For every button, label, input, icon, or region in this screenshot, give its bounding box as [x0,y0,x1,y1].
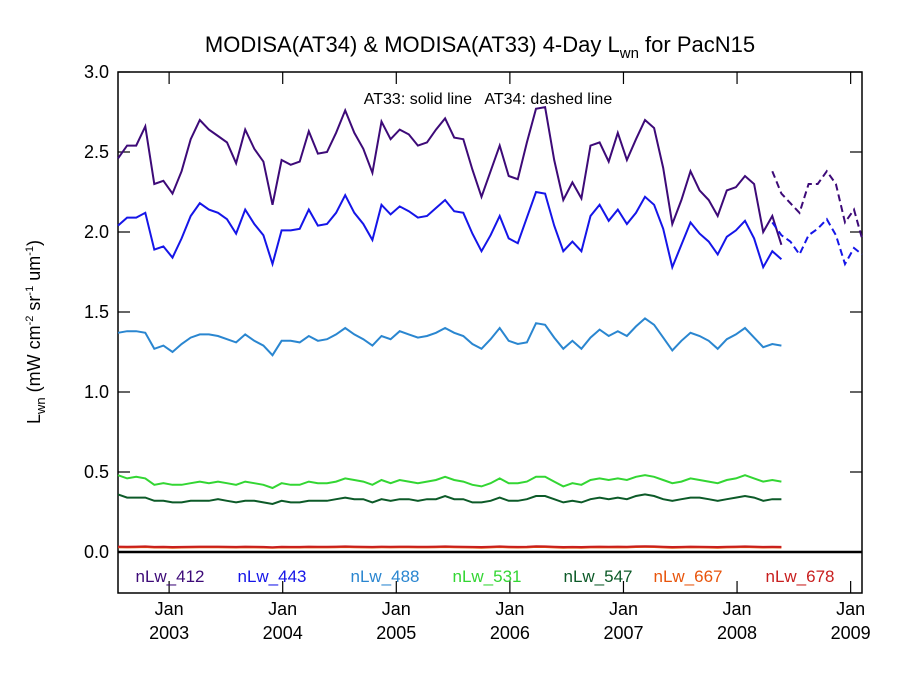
x-axis: Jan 2003 Jan 2004 Jan 2005 Jan 2006 Jan 2007 Jan 20… [149,72,871,643]
legend: nLw_412 nLw_443 nLw_488 nLw_531 nLw_547 nLw_6… [135,567,834,586]
y-tick-label: 1.0 [84,382,109,402]
x-tick-month: Jan [836,599,865,619]
x-tick-year: 2003 [149,623,189,643]
series-line-nLw_412-at34 [771,169,863,239]
series-line-nLw_443 [117,190,783,271]
legend-item-nLw_547: nLw_547 [563,567,632,586]
x-tick-year: 2008 [717,623,757,643]
x-tick-year: 2005 [376,623,416,643]
series-line-nLw_547 [117,493,782,506]
series-line-nLw_443-at34 [771,217,863,267]
title-subscript: wn [619,45,639,62]
y-axis: 0.0 0.5 1.0 1.5 2.0 2.5 3.0 [84,62,862,562]
chart-title: MODISA(AT34) & MODISA(AT33) 4-Day Lwn fo… [205,32,755,62]
title-tail: for PacN15 [639,32,755,57]
x-tick-year: 2009 [831,623,871,643]
legend-item-nLw_443: nLw_443 [237,567,306,586]
y-tick-label: 3.0 [84,62,109,82]
legend-item-nLw_667: nLw_667 [653,567,722,586]
plot-area [117,106,863,554]
y-tick-label: 0.5 [84,462,109,482]
legend-item-nLw_412: nLw_412 [135,567,204,586]
x-tick-year: 2004 [263,623,303,643]
line-style-annotation: AT33: solid line AT34: dashed line [364,91,613,108]
y-tick-label: 2.5 [84,142,109,162]
x-tick-year: 2006 [490,623,530,643]
legend-item-nLw_531: nLw_531 [452,567,521,586]
series-line-nLw_531 [117,474,782,490]
x-tick-month: Jan [268,599,297,619]
x-tick-month: Jan [155,599,184,619]
title-main: MODISA(AT34) & MODISA(AT33) 4-Day L [205,32,620,57]
x-tick-month: Jan [609,599,638,619]
y-tick-label: 2.0 [84,222,109,242]
series-line-nLw_678 [117,545,782,549]
x-tick-month: Jan [723,599,752,619]
x-tick-month: Jan [495,599,524,619]
y-tick-label: 1.5 [84,302,109,322]
legend-item-nLw_488: nLw_488 [350,567,419,586]
x-tick-year: 2007 [603,623,643,643]
x-tick-month: Jan [382,599,411,619]
legend-item-nLw_678: nLw_678 [765,567,834,586]
svg-text:Lwn (mW cm-2 sr-1 um-1): Lwn (mW cm-2 sr-1 um-1) [24,240,48,424]
y-axis-label: Lwn (mW cm-2 sr-1 um-1) [24,240,48,424]
y-tick-label: 0.0 [84,542,109,562]
series-line-nLw_412 [117,106,783,246]
svg-text:MODISA(AT34) & MODISA(AT33) 4-: MODISA(AT34) & MODISA(AT33) 4-Day Lwn fo… [205,32,755,62]
series-line-nLw_488 [117,317,782,357]
